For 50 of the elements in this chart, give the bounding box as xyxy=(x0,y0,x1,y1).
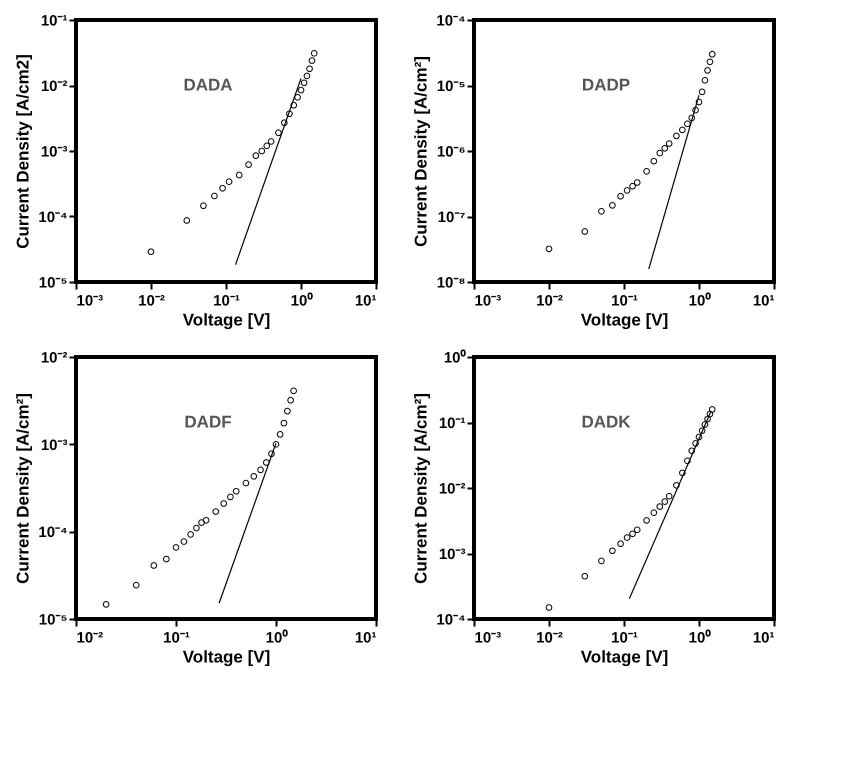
x-tick-label: 10⁻³ xyxy=(474,292,502,310)
x-tick-label: 10⁻³ xyxy=(474,630,502,646)
x-axis-title: Voltage [V] xyxy=(182,310,270,330)
x-tick-label: 10⁻¹ xyxy=(611,292,638,310)
x-tick-label: 10¹ xyxy=(354,630,376,646)
y-tick-label: 10⁻⁴ xyxy=(38,524,68,542)
y-tick-label: 10⁻⁵ xyxy=(38,274,68,292)
y-tick-label: 10⁻⁸ xyxy=(436,274,466,292)
y-axis-title: Current Density [A/cm²] xyxy=(411,393,430,584)
y-tick-label: 10⁻¹ xyxy=(438,415,466,432)
y-tick-label: 10⁻¹ xyxy=(40,12,68,30)
y-tick-label: 10⁻⁴ xyxy=(38,209,68,226)
x-tick-label: 10⁰ xyxy=(688,628,712,646)
x-axis-title: Voltage [V] xyxy=(182,648,270,666)
y-tick-label: 10⁻⁶ xyxy=(436,144,466,160)
y-tick-label: 10⁻⁵ xyxy=(38,612,68,628)
y-tick-label: 10⁻² xyxy=(40,78,68,95)
x-tick-label: 10⁻¹ xyxy=(611,630,638,646)
y-tick-label: 10⁻³ xyxy=(40,144,68,160)
x-axis-title: Voltage [V] xyxy=(580,310,668,330)
y-axis-title: Current Density [A/cm²] xyxy=(411,56,430,247)
x-tick-label: 10¹ xyxy=(354,292,376,310)
x-tick-label: 10⁻² xyxy=(138,292,165,310)
y-tick-label: 10⁰ xyxy=(444,348,466,366)
annotation: DADK xyxy=(581,412,632,432)
x-axis-title: Voltage [V] xyxy=(580,648,668,666)
x-tick-label: 10¹ xyxy=(752,292,774,310)
annotation: DADP xyxy=(582,76,630,94)
y-tick-label: 10⁻³ xyxy=(438,546,466,563)
y-axis-title: Current Density [A/cm2] xyxy=(13,54,32,249)
y-tick-label: 10⁻² xyxy=(40,350,68,366)
y-tick-label: 10⁻² xyxy=(438,480,466,498)
y-tick-label: 10⁻⁵ xyxy=(436,78,466,95)
annotation: DADF xyxy=(184,412,232,432)
x-tick-label: 10⁻¹ xyxy=(163,630,190,646)
x-tick-label: 10⁻² xyxy=(536,630,563,646)
x-tick-label: 10⁰ xyxy=(688,292,712,310)
annotation: DADA xyxy=(183,76,233,94)
x-tick-label: 10⁻¹ xyxy=(213,292,240,310)
y-tick-label: 10⁻⁴ xyxy=(436,612,466,628)
x-tick-label: 10⁰ xyxy=(266,628,288,646)
x-tick-label: 10⁻² xyxy=(536,292,563,310)
y-tick-label: 10⁻⁴ xyxy=(436,12,466,30)
x-tick-label: 10⁻² xyxy=(76,630,104,646)
x-tick-label: 10⁻³ xyxy=(76,292,104,310)
y-axis-title: Current Density [A/cm²] xyxy=(13,393,32,584)
x-tick-label: 10¹ xyxy=(752,630,774,646)
x-tick-label: 10⁰ xyxy=(290,292,314,310)
y-tick-label: 10⁻⁷ xyxy=(438,209,466,226)
y-tick-label: 10⁻³ xyxy=(40,436,68,454)
